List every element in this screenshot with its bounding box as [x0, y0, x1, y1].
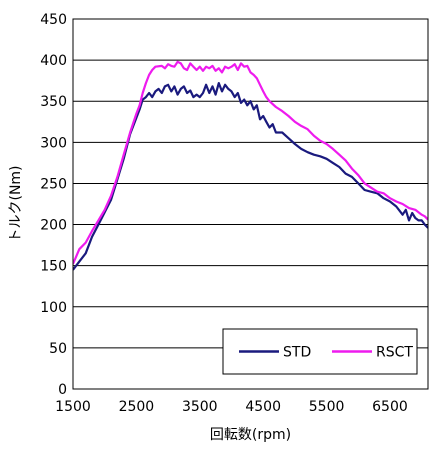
y-tick-label: 450 [40, 12, 67, 28]
series-layer [73, 60, 428, 271]
y-tick-label: 50 [49, 341, 67, 357]
grid [73, 59, 428, 349]
y-tick-label: 350 [40, 94, 67, 110]
y-tick-labels: 0 50 100 150 200 250 300 350 400 450 [40, 12, 67, 398]
y-tick-label: 300 [40, 135, 67, 151]
y-tick-label: 200 [40, 218, 67, 234]
plot-frame [72, 18, 429, 390]
x-tick-label: 3500 [182, 399, 218, 415]
y-tick-label: 100 [40, 300, 67, 316]
x-axis-title: 回転数(rpm) [210, 427, 291, 443]
x-tick-label: 6500 [372, 399, 408, 415]
y-tick-label: 400 [40, 53, 67, 69]
y-tick-label: 250 [40, 176, 67, 192]
x-tick-labels: 1500 2500 3500 4500 5500 6500 [55, 399, 408, 415]
x-tick-label: 2500 [119, 399, 155, 415]
legend: STD RSCT [222, 328, 418, 375]
x-tick-label: 1500 [55, 399, 91, 415]
y-tick-label: 150 [40, 259, 67, 275]
y-axis-title: トルク(Nm) [8, 165, 24, 242]
series-line-std [73, 82, 428, 271]
series-line-rsct [73, 60, 428, 265]
x-tick-label: 4500 [245, 399, 281, 415]
legend-label-rsct: RSCT [376, 345, 413, 361]
x-tick-label: 5500 [309, 399, 345, 415]
y-tick-label: 0 [58, 382, 67, 398]
legend-label-std: STD [283, 345, 311, 361]
